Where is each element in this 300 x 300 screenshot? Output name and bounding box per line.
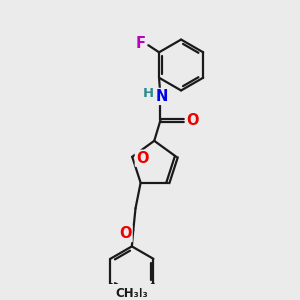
Text: O: O (119, 226, 132, 241)
Text: O: O (186, 113, 198, 128)
Text: H: H (143, 87, 154, 100)
Text: CH₃: CH₃ (125, 287, 148, 300)
Text: O: O (136, 151, 148, 166)
Text: N: N (155, 89, 168, 104)
Text: CH₃: CH₃ (115, 287, 139, 300)
Text: F: F (135, 36, 146, 51)
